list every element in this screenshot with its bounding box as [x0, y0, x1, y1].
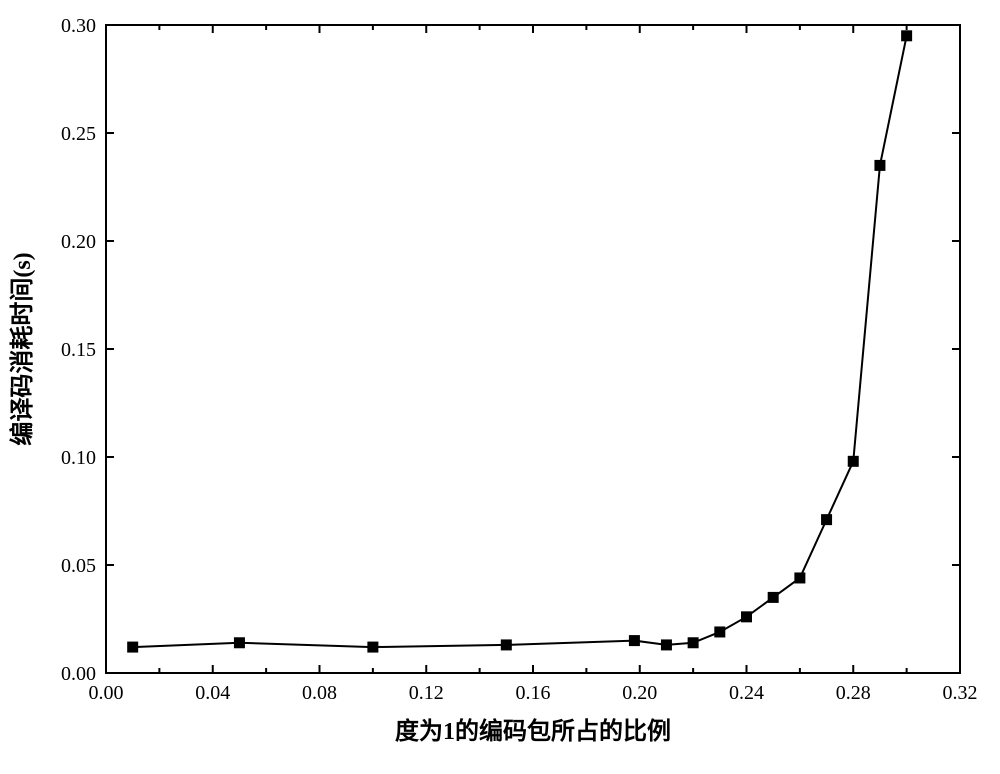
data-marker: [768, 592, 779, 603]
x-tick-label: 0.08: [302, 682, 337, 704]
data-marker: [874, 160, 885, 171]
y-tick-label: 0.25: [61, 123, 96, 145]
data-marker: [688, 637, 699, 648]
data-marker: [794, 572, 805, 583]
x-tick-label: 0.12: [409, 682, 444, 704]
y-tick-label: 0.30: [61, 15, 96, 37]
data-marker: [821, 514, 832, 525]
x-tick-label: 0.32: [943, 682, 978, 704]
y-tick-label: 0.15: [61, 339, 96, 361]
data-marker: [127, 642, 138, 653]
data-marker: [234, 637, 245, 648]
x-axis-label: 度为1的编码包所占的比例: [395, 717, 671, 745]
data-marker: [629, 635, 640, 646]
data-marker: [901, 30, 912, 41]
y-tick-label: 0.05: [61, 555, 96, 577]
y-axis-label: 编译码消耗时间(s): [8, 252, 36, 445]
chart-container: 0.00 0.04 0.08 0.12 0.16 0.20 0.24 0.28 0.32 0.00…: [0, 0, 1000, 774]
data-marker: [367, 642, 378, 653]
x-tick-label: 0.00: [89, 682, 124, 704]
x-tick-label: 0.16: [516, 682, 551, 704]
x-tick-label: 0.04: [195, 682, 230, 704]
data-marker: [714, 626, 725, 637]
y-tick-label: 0.00: [61, 663, 96, 685]
data-marker: [741, 611, 752, 622]
data-marker: [661, 639, 672, 650]
data-marker: [848, 456, 859, 467]
x-tick-label: 0.24: [729, 682, 764, 704]
x-tick-label: 0.28: [836, 682, 871, 704]
y-tick-label: 0.20: [61, 231, 96, 253]
x-tick-label: 0.20: [622, 682, 657, 704]
y-tick-label: 0.10: [61, 447, 96, 469]
data-marker: [501, 639, 512, 650]
line-chart: 0.00 0.04 0.08 0.12 0.16 0.20 0.24 0.28 0.32 0.00…: [0, 0, 1000, 774]
